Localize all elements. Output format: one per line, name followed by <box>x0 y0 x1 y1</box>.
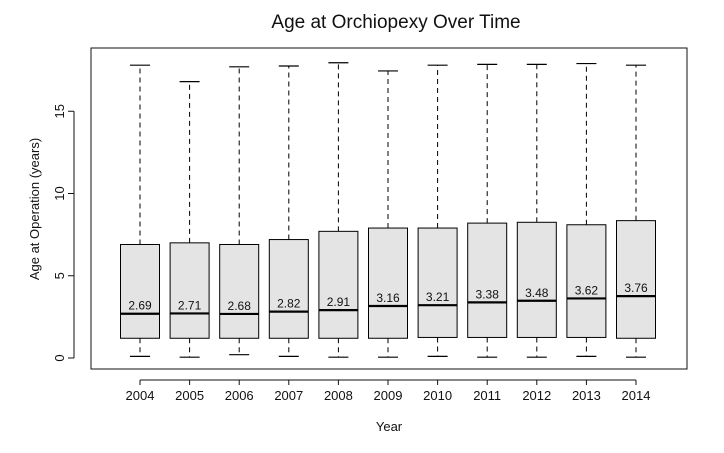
x-axis: 2004 2005 2006 2007 2008 2009 2010 2011 2012 2013… <box>126 379 651 403</box>
y-tick-label: 10 <box>52 186 67 200</box>
iqr-box <box>467 222 508 338</box>
box-2009: 3.16 <box>368 70 408 358</box>
y-tick-label: 5 <box>52 272 67 279</box>
chart-title: Age at Orchiopexy Over Time <box>271 12 520 33</box>
x-tick-label: 2008 <box>324 388 353 403</box>
median-label: 2.71 <box>178 298 202 312</box>
box-2012: 3.48 <box>516 63 557 358</box>
x-tick-label: 2012 <box>522 388 551 403</box>
y-axis-label: Age at Operation (years) <box>27 138 42 280</box>
box-2013: 3.62 <box>566 62 607 357</box>
plot-frame <box>90 47 688 370</box>
y-tick-label: 0 <box>52 354 67 361</box>
x-tick-label: 2006 <box>225 388 254 403</box>
box-2005: 2.71 <box>169 81 210 358</box>
iqr-box <box>169 242 210 339</box>
median-label: 2.69 <box>128 299 152 313</box>
x-tick-label: 2005 <box>175 388 204 403</box>
iqr-box <box>268 239 309 339</box>
median-label: 3.48 <box>525 286 549 300</box>
x-tick-label: 2013 <box>572 388 601 403</box>
box-2006: 2.68 <box>219 66 260 356</box>
iqr-box <box>120 243 160 339</box>
iqr-box <box>417 227 458 338</box>
median-label: 3.62 <box>575 283 599 297</box>
iqr-box <box>616 220 656 339</box>
iqr-box <box>318 230 359 339</box>
iqr-box <box>566 224 607 338</box>
x-tick-label: 2007 <box>274 388 303 403</box>
median-label: 2.91 <box>327 295 351 309</box>
y-axis: 0 5 10 15 <box>52 104 75 362</box>
box-2004: 2.69 <box>120 64 160 357</box>
box-2008: 2.91 <box>318 62 359 358</box>
box-2007: 2.82 <box>268 65 309 357</box>
x-tick-label: 2010 <box>423 388 452 403</box>
median-label: 3.16 <box>376 291 400 305</box>
median-label: 2.82 <box>277 297 301 311</box>
x-tick-label: 2011 <box>473 388 501 403</box>
median-label: 3.38 <box>476 287 500 301</box>
box-2010: 3.21 <box>417 64 458 357</box>
x-axis-label: Year <box>376 419 403 434</box>
iqr-box <box>368 227 408 339</box>
x-tick-label: 2004 <box>126 388 155 403</box>
y-tick-label: 15 <box>52 104 67 118</box>
median-label: 3.76 <box>624 281 648 295</box>
x-tick-label: 2014 <box>622 388 651 403</box>
box-2011: 3.38 <box>467 63 508 358</box>
median-label: 3.21 <box>426 290 450 304</box>
box-2014: 3.76 <box>616 64 656 358</box>
x-tick-label: 2009 <box>374 388 403 403</box>
boxes-group: 2.69 2.71 2.68 2.82 2.91 3.16 3.21 3.38 3.48 3.62… <box>120 62 656 358</box>
iqr-box <box>516 221 557 338</box>
median-label: 2.68 <box>228 299 252 313</box>
iqr-box <box>219 243 260 339</box>
